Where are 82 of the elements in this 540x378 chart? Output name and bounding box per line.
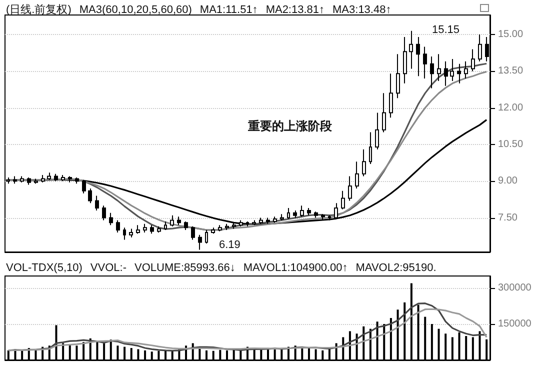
candlestick	[362, 148, 366, 177]
candlestick	[129, 228, 133, 238]
candlestick	[102, 205, 106, 221]
candlestick	[225, 223, 229, 231]
candlestick	[444, 60, 448, 86]
candlestick	[27, 176, 31, 186]
candlestick	[396, 54, 400, 99]
candlestick	[61, 174, 65, 182]
candlestick	[471, 48, 475, 72]
candlestick	[13, 176, 17, 184]
candlestick	[164, 220, 167, 231]
candlestick	[150, 224, 154, 234]
candlestick	[314, 211, 318, 218]
chart-title: (日线.前复权)	[6, 4, 72, 16]
candlestick	[464, 60, 468, 80]
annotation: MA2:13.81↑	[266, 4, 325, 16]
candlestick	[205, 230, 208, 244]
candlestick	[68, 176, 72, 183]
y-tick-label: 9.00	[498, 176, 518, 187]
text: MAVOL2:95190.	[356, 262, 436, 274]
candlestick	[184, 220, 188, 231]
candlestick	[355, 161, 359, 189]
candlestick	[437, 54, 441, 82]
candlestick	[41, 174, 45, 183]
candlestick	[170, 214, 174, 227]
candlestick	[375, 112, 379, 150]
candlestick	[177, 216, 181, 226]
candlestick	[348, 176, 352, 202]
candlestick	[218, 224, 222, 232]
candlestick	[116, 220, 120, 233]
y-tick-label: 15.00	[498, 29, 524, 40]
candlestick	[389, 73, 393, 118]
candlestick	[382, 92, 386, 133]
candlestick	[95, 195, 99, 211]
candlestick	[280, 214, 284, 221]
text: VVOL:-	[90, 262, 126, 274]
candlestick	[430, 56, 434, 89]
candlestick	[75, 176, 79, 184]
chart-title: VOL-TDX(5,10)	[6, 262, 82, 274]
y-tick-label: 150000	[498, 318, 532, 330]
y-tick-label: 300000	[498, 282, 532, 294]
y-tick-label: 13.50	[498, 66, 524, 77]
candlestick	[416, 36, 420, 77]
candlestick	[457, 63, 461, 84]
annotation: MA3:13.48↑	[332, 4, 392, 16]
candlestick	[157, 226, 161, 233]
candlestick	[478, 34, 482, 62]
text: VOLUME:85993.66↓	[134, 262, 236, 274]
annotation: 15.15	[432, 24, 460, 36]
annotation: MA3(60,10,20,5,60,60)	[79, 4, 192, 16]
candlestick	[191, 226, 195, 240]
candlestick	[54, 173, 58, 182]
y-tick-label: 7.50	[498, 212, 518, 224]
candlestick	[136, 224, 140, 234]
text: MAVOL1:104900.00↑	[243, 262, 348, 274]
annotation: 重要的上涨阶段	[248, 118, 332, 135]
candlestick	[287, 208, 290, 220]
candlestick	[450, 58, 454, 82]
candlestick	[88, 188, 92, 204]
candlestick	[82, 179, 86, 194]
candlestick	[20, 176, 24, 183]
candlestick	[423, 46, 427, 80]
annotation: MA1:11.51↑	[200, 4, 258, 16]
candlestick	[211, 227, 215, 234]
candlestick	[34, 178, 38, 184]
candlestick	[143, 223, 147, 233]
candlestick	[341, 190, 345, 210]
candlestick	[123, 227, 126, 240]
candlestick	[307, 208, 311, 216]
candlestick	[300, 205, 304, 218]
candlestick	[403, 36, 407, 84]
candlestick	[409, 30, 413, 70]
candlestick	[321, 214, 325, 221]
y-tick-label: 10.50	[498, 138, 524, 150]
annotation: 6.19	[219, 239, 240, 251]
candlestick	[293, 210, 297, 218]
candlestick	[47, 172, 51, 180]
y-tick-label: 12.00	[498, 102, 524, 114]
candlestick	[369, 132, 372, 165]
candlestick	[109, 212, 113, 226]
candlestick	[334, 202, 338, 220]
candlestick	[328, 214, 331, 221]
